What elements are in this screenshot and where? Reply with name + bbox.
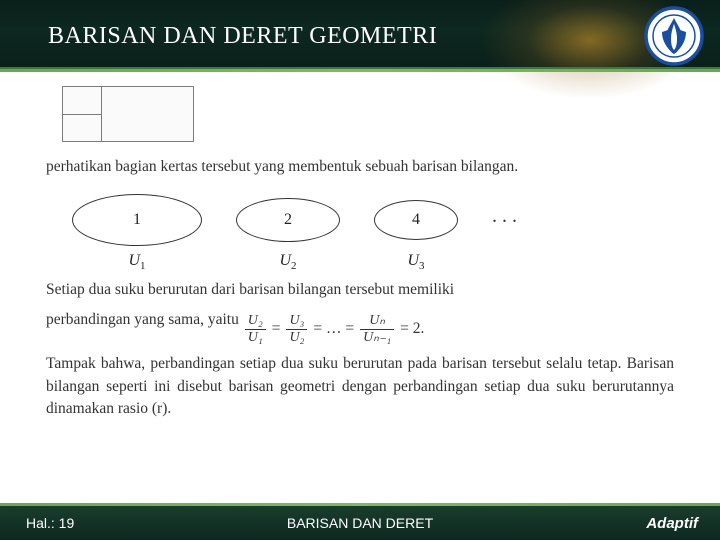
header-rule: [0, 69, 720, 72]
ratio-equation: U₂U₁ = U₃U₂ = … = UₙUₙ₋₁ = 2.: [243, 314, 425, 345]
ellipse-sequence: 1 2 4 . . .: [28, 186, 692, 248]
label-u3: U3: [374, 252, 458, 272]
ministry-logo: [644, 6, 704, 66]
slide-header: BARISAN DAN DERET GEOMETRI: [0, 0, 720, 72]
conclusion-paragraph: Tampak bahwa, perbandingan setiap dua su…: [28, 353, 692, 420]
equals-result: = 2.: [400, 318, 424, 340]
ratio-paragraph: Setiap dua suku berurutan dari barisan b…: [28, 279, 692, 345]
ratio-line2: perbandingan yang sama, yaitu U₂U₁ = U₃U…: [46, 309, 674, 345]
paper-left-column: [63, 87, 101, 141]
ellipse-2: 2: [236, 198, 340, 242]
page-title: BARISAN DAN DERET GEOMETRI: [48, 23, 437, 50]
fraction-u3u2: U₃U₂: [286, 314, 307, 345]
footer-title: BARISAN DAN DERET: [287, 515, 433, 531]
intro-text: perhatikan bagian kertas tersebut yang m…: [28, 156, 692, 178]
label-u2: U2: [236, 252, 340, 272]
fraction-u2u1: U₂U₁: [245, 314, 266, 345]
slide-content: perhatikan bagian kertas tersebut yang m…: [0, 72, 720, 421]
paper-quadrant: [63, 87, 101, 115]
paper-right-column: [101, 87, 193, 141]
paper-fold-diagram: [62, 86, 194, 142]
sequence-dots: . . .: [492, 205, 517, 236]
equals-dots: = … =: [313, 318, 354, 340]
ratio-prefix: perbandingan yang sama, yaitu: [46, 311, 239, 328]
ellipse-3: 4: [374, 200, 458, 240]
paper-quadrant: [63, 115, 101, 142]
slide-footer: Hal.: 19 BARISAN DAN DERET Adaptif: [0, 506, 720, 540]
footer-tag: Adaptif: [646, 515, 720, 532]
term-labels: U1 U2 U3: [28, 248, 692, 278]
fraction-unun1: UₙUₙ₋₁: [360, 314, 394, 345]
conclusion-text: Tampak bahwa, perbandingan setiap dua su…: [46, 353, 674, 420]
equals-1: =: [272, 318, 281, 340]
footer-rule: [0, 503, 720, 506]
intro-paragraph: perhatikan bagian kertas tersebut yang m…: [46, 156, 674, 178]
ellipse-1: 1: [72, 194, 202, 246]
page-number: Hal.: 19: [0, 515, 74, 531]
ratio-line1: Setiap dua suku berurutan dari barisan b…: [46, 279, 674, 301]
label-u1: U1: [72, 252, 202, 272]
